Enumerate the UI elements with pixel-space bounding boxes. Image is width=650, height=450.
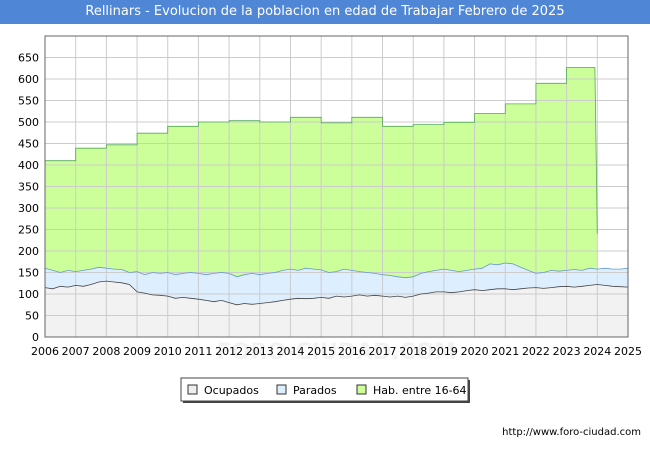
x-tick-label: 2024 — [583, 345, 611, 358]
y-tick-label: 200 — [18, 245, 39, 258]
area-ocupados — [45, 281, 628, 337]
x-tick-label: 2017 — [369, 345, 397, 358]
x-tick-label: 2014 — [276, 345, 304, 358]
x-tick-label: 2023 — [553, 345, 581, 358]
line-hab-entre-16-64 — [45, 67, 598, 234]
y-tick-label: 600 — [18, 73, 39, 86]
y-tick-label: 100 — [18, 288, 39, 301]
x-tick-label: 2015 — [307, 345, 335, 358]
x-tick-label: 2007 — [62, 345, 90, 358]
y-tick-label: 500 — [18, 116, 39, 129]
legend-label: Hab. entre 16-64 — [373, 384, 467, 397]
legend-swatch — [187, 384, 198, 395]
y-tick-label: 350 — [18, 181, 39, 194]
y-tick-label: 250 — [18, 224, 39, 237]
legend-box — [180, 377, 469, 402]
line-parados — [44, 262, 629, 279]
y-tick-label: 550 — [18, 95, 39, 108]
x-tick-label: 2019 — [430, 345, 458, 358]
x-tick-label: 2013 — [246, 345, 274, 358]
y-tick-label: 450 — [18, 138, 39, 151]
x-tick-label: 2025 — [614, 345, 642, 358]
x-axis: 2006 2007 2008 2009 2010 2011 2012 2013 2014 2015… — [31, 345, 642, 358]
x-tick-label: 2016 — [338, 345, 366, 358]
y-axis: 0 50 100 150 200 250 300 350 400 450 500 550 600 650 — [18, 52, 39, 345]
legend: Ocupados Parados Hab. entre 16-64 — [180, 377, 470, 403]
x-tick-label: 2022 — [522, 345, 550, 358]
x-tick-label: 2009 — [123, 345, 151, 358]
x-tick-label: 2006 — [31, 345, 59, 358]
y-tick-label: 150 — [18, 267, 39, 280]
x-tick-label: 2021 — [491, 345, 519, 358]
footer-url[interactable]: http://www.foro-ciudad.com — [502, 427, 641, 438]
legend-swatch — [356, 384, 367, 395]
grid — [44, 36, 629, 338]
legend-label: Ocupados — [204, 384, 259, 397]
legend-label: Parados — [293, 384, 337, 397]
watermark: FORO-CIUDAD.COM — [217, 340, 457, 365]
y-tick-label: 400 — [18, 159, 39, 172]
x-tick-label: 2018 — [399, 345, 427, 358]
x-tick-label: 2011 — [184, 345, 212, 358]
x-tick-label: 2020 — [461, 345, 489, 358]
x-tick-label: 2008 — [92, 345, 120, 358]
area-chart: FORO-CIUDAD.COM 0 50 100 150 200 250 300 350 400… — [18, 35, 642, 403]
legend-swatch — [276, 384, 287, 395]
y-tick-label: 50 — [25, 310, 39, 323]
chart-title: Rellinars - Evolucion de la poblacion en… — [0, 0, 650, 24]
y-tick-label: 650 — [18, 52, 39, 65]
line-ocupados — [44, 280, 629, 306]
x-tick-label: 2010 — [154, 345, 182, 358]
y-tick-label: 0 — [32, 331, 39, 344]
x-tick-label: 2012 — [215, 345, 243, 358]
y-tick-label: 300 — [18, 202, 39, 215]
plot-frame — [44, 35, 629, 338]
